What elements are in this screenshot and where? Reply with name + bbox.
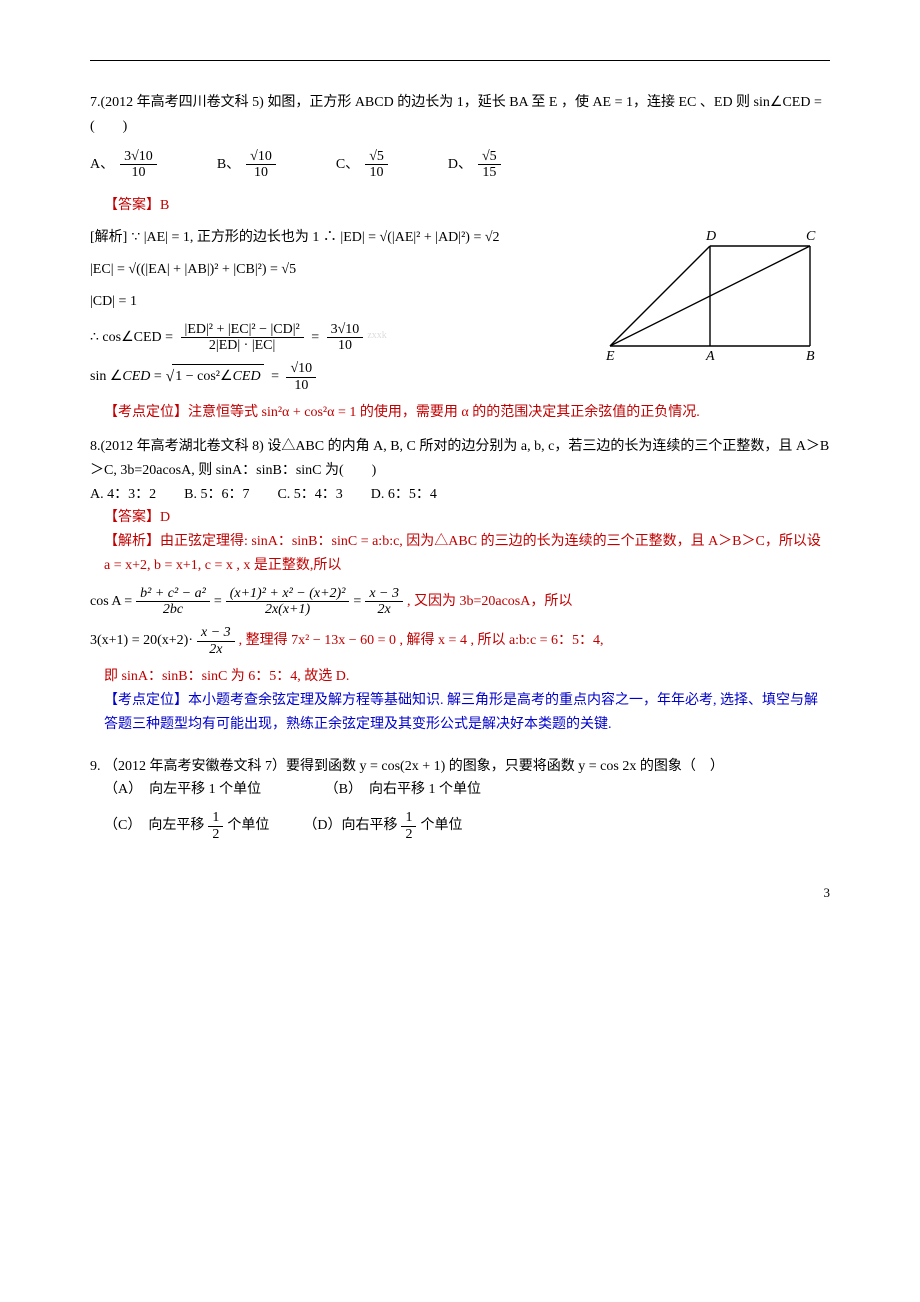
- svg-text:E: E: [605, 349, 615, 364]
- q7-answer: 【答案】B: [104, 194, 830, 218]
- q8-header: 8.(2012 年高考湖北卷文科 8) 设△ABC 的内角 A, B, C 所对…: [90, 435, 830, 483]
- q9-header: 9. （2012 年高考安徽卷文科 7）要得到函数 y = cos(2x + 1…: [90, 755, 830, 779]
- svg-text:B: B: [806, 349, 815, 364]
- q7-option-c: C、 √510: [336, 149, 388, 181]
- q9-options-row1: （A） 向左平移 1 个单位 （B） 向右平移 1 个单位: [90, 778, 830, 802]
- q7-header: 7.(2012 年高考四川卷文科 5) 如图，正方形 ABCD 的边长为 1，延…: [90, 91, 830, 139]
- svg-text:A: A: [705, 349, 715, 364]
- q7-options: A、 3√1010 B、 √1010 C、 √510 D、 √515: [90, 149, 830, 181]
- q8-point: 【考点定位】本小题考查余弦定理及解方程等基础知识. 解三角形是高考的重点内容之一…: [104, 689, 830, 737]
- q7-point: 【考点定位】注意恒等式 sin²α + cos²α = 1 的使用，需要用 α …: [104, 401, 830, 425]
- q9-options-row2: （C） 向左平移 12 个单位 （D）向右平移 12 个单位: [90, 810, 830, 842]
- q7-diagram: E A B D C: [600, 226, 830, 366]
- top-rule: [90, 60, 830, 61]
- q8-options: A. 4：3：2 B. 5：6：7 C. 5：4：3 D. 6：5：4: [90, 483, 830, 507]
- q8-solve: 3(x+1) = 20(x+2)· x − 32x , 整理得 7x² − 13…: [90, 625, 830, 657]
- q8-cos-formula: cos A = b² + c² − a²2bc = (x+1)² + x² − …: [90, 586, 830, 618]
- page-number: 3: [90, 882, 830, 904]
- q8-analysis-1: 【解析】由正弦定理得: sinA：sinB：sinC = a:b:c, 因为△A…: [104, 530, 830, 578]
- svg-text:C: C: [806, 229, 816, 244]
- q8-conclusion: 即 sinA：sinB：sinC 为 6：5：4, 故选 D.: [104, 665, 830, 689]
- q7-option-d: D、 √515: [448, 149, 501, 181]
- svg-text:D: D: [705, 229, 716, 244]
- q8-answer: 【答案】D: [104, 506, 830, 530]
- q7-option-a: A、 3√1010: [90, 149, 157, 181]
- q7-option-b: B、 √1010: [217, 149, 276, 181]
